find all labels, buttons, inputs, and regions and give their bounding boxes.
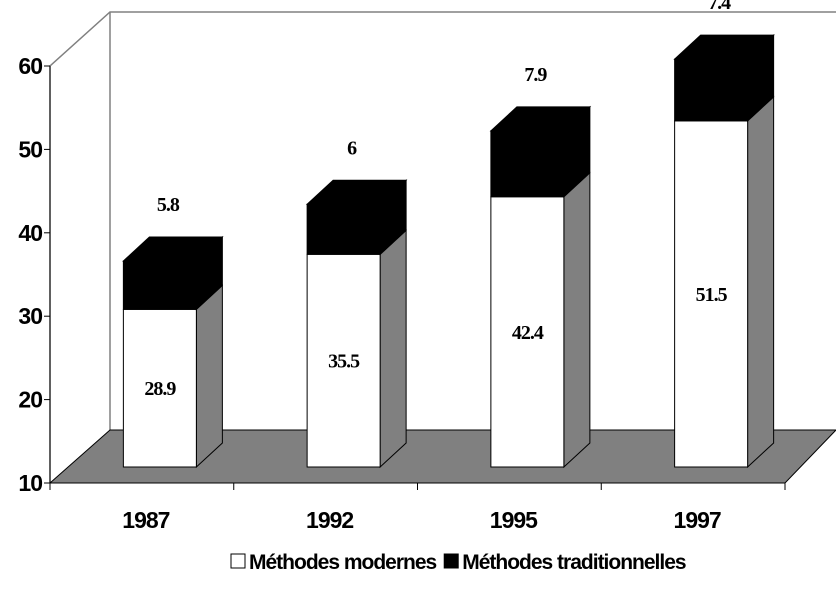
bar-front bbox=[490, 130, 565, 198]
x-tick-label: 1987 bbox=[122, 507, 169, 533]
legend-label: Méthodes traditionnelles bbox=[462, 551, 686, 574]
bar-segment bbox=[674, 95, 775, 469]
bar-front bbox=[122, 260, 197, 310]
bar-front bbox=[674, 58, 749, 122]
bar-side bbox=[379, 229, 407, 469]
bar-front bbox=[490, 196, 565, 468]
bar-segment bbox=[122, 284, 223, 469]
legend-swatch bbox=[443, 553, 459, 569]
x-tick-label: 1995 bbox=[490, 507, 538, 533]
y-tick-label: 60 bbox=[18, 53, 42, 79]
value-label: 51.5 bbox=[696, 284, 728, 306]
bar-segment bbox=[490, 171, 591, 469]
bar-front bbox=[674, 120, 749, 468]
bar-segment bbox=[305, 179, 408, 256]
value-label: 5.8 bbox=[157, 194, 180, 216]
bar-front bbox=[306, 253, 381, 468]
bar-front bbox=[122, 308, 197, 468]
bar-segment bbox=[122, 235, 224, 311]
legend-label: Méthodes modernes bbox=[249, 551, 437, 574]
legend-swatch bbox=[230, 553, 246, 569]
bar-side bbox=[563, 171, 591, 469]
value-label: 7.9 bbox=[524, 64, 547, 86]
value-label: 6 bbox=[347, 137, 357, 159]
legend: Méthodes modernes Méthodes traditionnelle… bbox=[230, 551, 687, 574]
bar-side bbox=[195, 284, 223, 469]
value-label: 7.4 bbox=[708, 0, 731, 14]
bar-side bbox=[747, 95, 775, 469]
value-label: 42.4 bbox=[512, 322, 544, 344]
bar-segment bbox=[306, 229, 407, 469]
y-tick-label: 40 bbox=[18, 220, 42, 246]
y-tick-label: 20 bbox=[18, 387, 42, 413]
y-tick-label: 50 bbox=[18, 136, 42, 162]
value-label: 28.9 bbox=[144, 378, 176, 400]
bar-segment bbox=[673, 34, 775, 123]
x-tick-label: 1997 bbox=[674, 507, 721, 533]
bar-segment bbox=[489, 105, 592, 198]
y-tick-label: 30 bbox=[18, 303, 42, 329]
x-tick-label: 1992 bbox=[306, 507, 353, 533]
value-label: 35.5 bbox=[328, 351, 360, 373]
bar-front bbox=[306, 203, 381, 255]
y-tick-label: 10 bbox=[18, 470, 42, 496]
